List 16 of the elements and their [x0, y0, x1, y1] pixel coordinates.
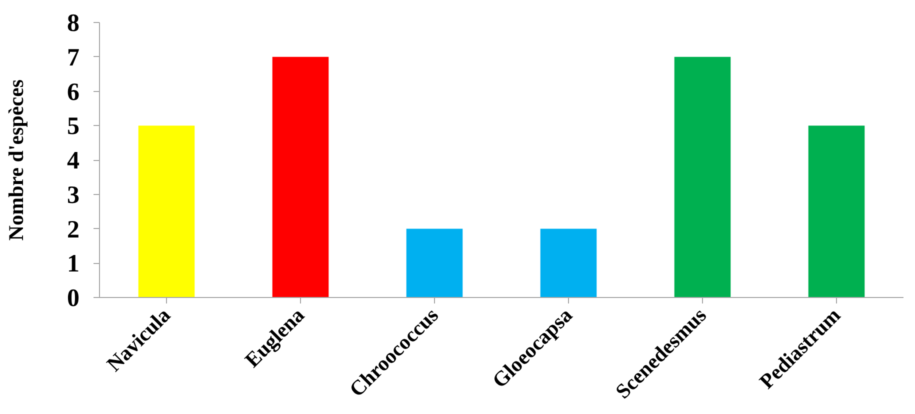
y-tick-label: 8 [67, 10, 80, 37]
bar [674, 56, 731, 298]
y-tick-label: 5 [67, 113, 80, 140]
bar [808, 126, 865, 298]
y-tick-label: 2 [67, 216, 80, 244]
y-tick-label: 6 [67, 78, 80, 106]
y-tick-label: 3 [67, 182, 80, 209]
bar [406, 228, 463, 298]
y-tick-label: 1 [67, 250, 80, 278]
bar [138, 126, 195, 298]
bar [540, 228, 597, 298]
bar [272, 56, 329, 298]
y-tick-label: 0 [67, 285, 80, 312]
y-tick-label: 4 [67, 148, 80, 174]
y-tick-label: 7 [67, 44, 80, 72]
y-axis-title: Nombre d'espèces [4, 79, 28, 241]
